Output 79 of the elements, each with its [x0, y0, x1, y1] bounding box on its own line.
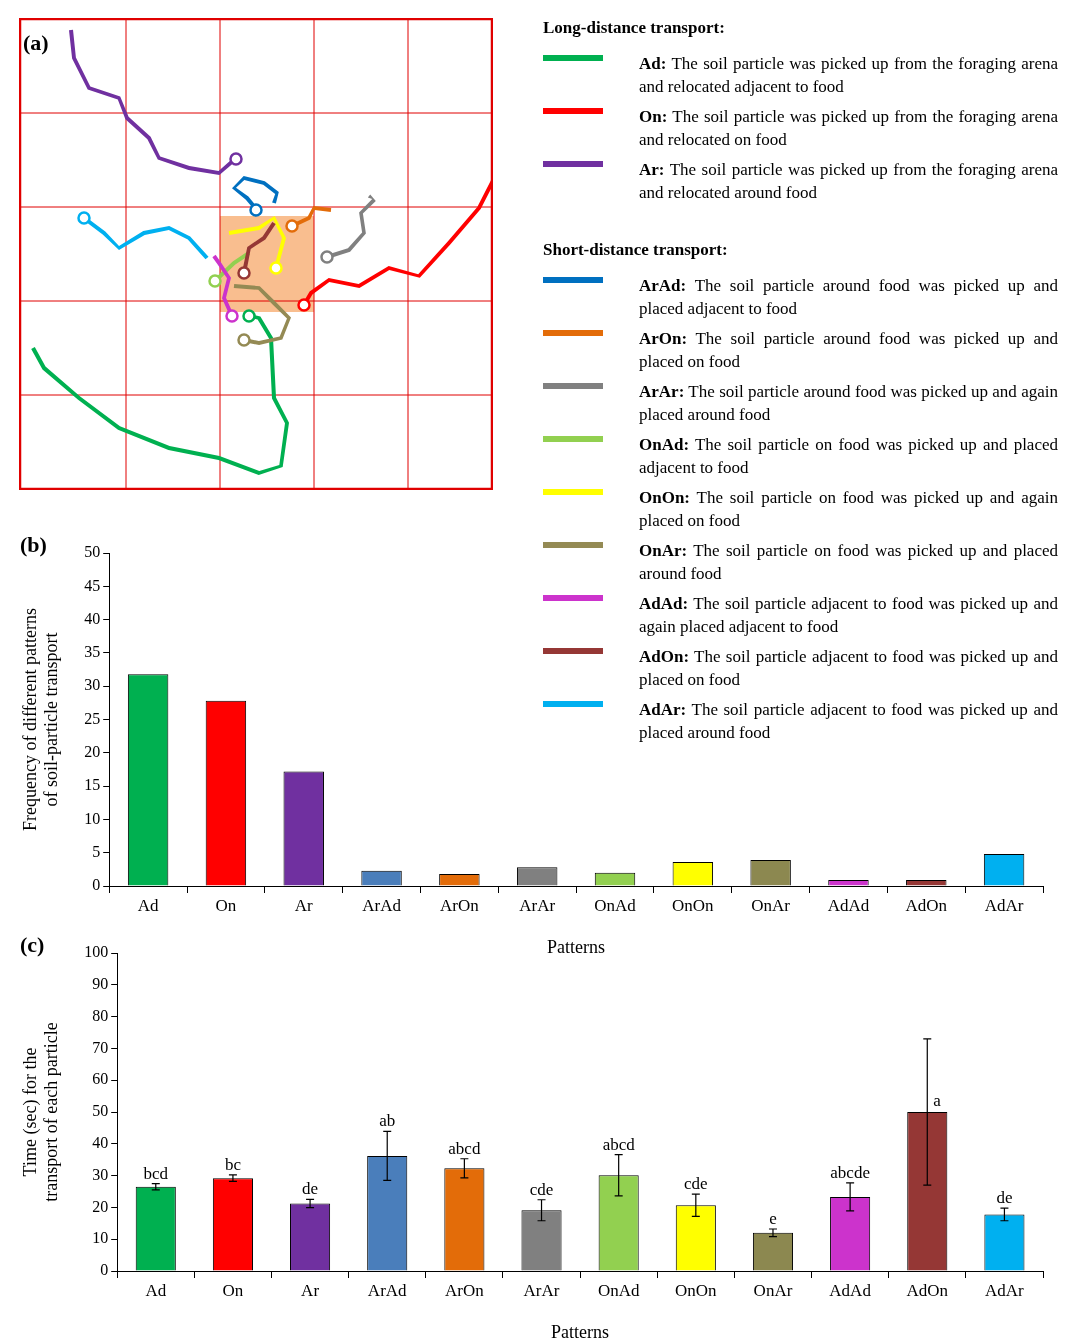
y-tick-label: 5	[92, 842, 101, 860]
data-label: e	[769, 1208, 777, 1228]
legend-label: On: The soil particle was picked up from the foraging arena and relocated on food	[639, 107, 1058, 149]
y-tick-label: 25	[84, 709, 101, 727]
y-axis-title: Frequency of different patterns of soil-particle transport	[19, 607, 62, 832]
y-tick-label: 30	[92, 1165, 109, 1183]
y-tick-label: 50	[92, 1102, 109, 1120]
y-tick-label: 30	[84, 676, 101, 694]
legend-label: Ad: The soil particle was picked up from the foraging arena and relocated adjacent to food	[639, 54, 1058, 96]
x-tick-label: OnOn	[675, 1280, 718, 1300]
data-label: cde	[529, 1179, 554, 1199]
data-label: de	[302, 1179, 319, 1199]
data-label: abcd	[602, 1134, 636, 1154]
data-label: de	[996, 1188, 1013, 1207]
y-axis-title: Time (sec) for the transport of each particle	[19, 1022, 62, 1202]
text: (c)	[20, 931, 45, 957]
x-tick-label: OnAd	[594, 895, 637, 915]
x-tick-label: OnAr	[753, 1280, 793, 1300]
data-label: a	[933, 1090, 942, 1110]
y-tick-label: 40	[92, 1134, 109, 1151]
y-tick-label: 45	[84, 576, 101, 594]
x-tick-label: AdOn	[905, 895, 948, 915]
x-tick-label: AdAd	[827, 895, 870, 915]
data-label: bcd	[143, 1163, 169, 1183]
data-label: bc	[224, 1154, 242, 1174]
y-tick-label: 100	[84, 943, 109, 961]
x-tick-label: ArOn	[440, 895, 480, 915]
legend-label: OnAr: The soil particle on food was picked up and placed around food	[639, 541, 1058, 583]
legend-label: AdAd: The soil particle adjacent to food was picked up and again placed adjacent to food	[639, 594, 1058, 636]
legend-label: OnAd: The soil particle on food was picked up and placed adjacent to food	[639, 435, 1058, 477]
x-tick-label: ArAd	[367, 1280, 408, 1300]
x-tick-label: On	[222, 1280, 244, 1300]
y-tick-label: 15	[84, 776, 101, 794]
y-tick-label: 40	[84, 609, 101, 627]
x-tick-label: ArOn	[445, 1280, 485, 1300]
y-tick-label: 20	[92, 1197, 109, 1215]
legend-label: OnOn: The soil particle on food was picked up and again placed on food	[639, 488, 1058, 530]
data-label: cde	[684, 1174, 708, 1194]
data-label: ab	[379, 1111, 396, 1131]
data-label: abcde	[830, 1162, 870, 1182]
y-tick-label: 80	[92, 1006, 109, 1024]
legend-title: Long-distance transport:	[543, 18, 726, 38]
x-tick-label: Ar	[294, 895, 314, 915]
x-tick-label: AdAr	[985, 1280, 1025, 1300]
y-tick-label: 10	[84, 809, 101, 827]
x-tick-label: OnAr	[751, 895, 791, 915]
y-tick-label: 60	[92, 1070, 109, 1088]
legend-label: ArAd: The soil particle around food was picked up and placed adjacent to food	[639, 276, 1058, 318]
x-tick-label: ArAd	[362, 895, 402, 915]
y-tick-label: 0	[100, 1261, 109, 1279]
trajectory-diagram: (a)	[19, 18, 493, 490]
y-tick-label: 20	[84, 743, 101, 760]
y-tick-label: 90	[92, 975, 109, 992]
y-tick-label: 0	[92, 876, 101, 894]
x-axis-title: Patterns	[551, 1321, 610, 1342]
x-tick-label: On	[215, 895, 237, 915]
y-tick-label: 50	[84, 543, 101, 561]
x-axis-title: Patterns	[547, 936, 606, 957]
x-tick-label: ArAr	[523, 1280, 560, 1300]
x-tick-label: Ad	[145, 1280, 167, 1300]
y-tick-label: 35	[84, 643, 101, 661]
x-tick-label: AdOn	[906, 1280, 949, 1300]
x-tick-label: AdAd	[829, 1280, 872, 1300]
legend-label: AdOn: The soil particle adjacent to food was picked up and placed on food	[639, 647, 1058, 689]
x-tick-label: OnAd	[597, 1280, 640, 1300]
legend-label: Ar: The soil particle was picked up from the foraging arena and relocated around food	[639, 160, 1058, 202]
x-tick-label: OnOn	[672, 895, 715, 915]
x-tick-label: AdAr	[984, 895, 1024, 915]
y-tick-label: 10	[92, 1229, 109, 1247]
legend-label: ArOn: The soil particle around food was picked up and placed on food	[639, 329, 1058, 371]
x-tick-label: Ad	[137, 895, 159, 915]
data-label: abcd	[448, 1138, 481, 1158]
y-tick-label: 70	[92, 1038, 109, 1056]
legend-label: ArAr: The soil particle around food was picked up and again placed around food	[639, 382, 1058, 424]
x-tick-label: ArAr	[519, 895, 556, 915]
legend-title: Short-distance transport:	[543, 240, 729, 260]
text: (b)	[20, 531, 47, 557]
legend-label: AdAr: The soil particle adjacent to food was picked up and placed around food	[639, 700, 1058, 742]
x-tick-label: Ar	[301, 1280, 320, 1300]
